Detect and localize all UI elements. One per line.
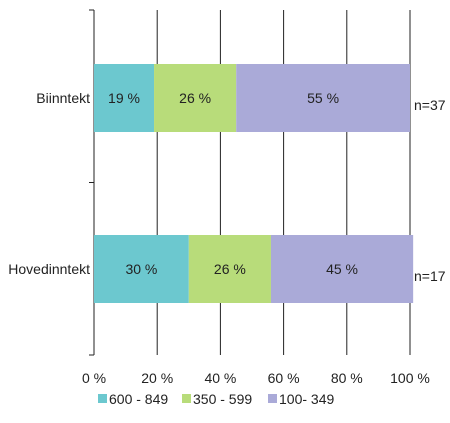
data-label: 26 % <box>214 261 246 277</box>
bars: 19 % 26 % 55 % 30 % 26 % 45 % <box>94 64 414 303</box>
category-label: Hovedinntekt <box>8 261 90 277</box>
sample-size-labels: n=37 n=17 <box>414 97 446 284</box>
data-label: 26 % <box>179 90 211 106</box>
data-label: 19 % <box>108 90 140 106</box>
sample-size-label: n=37 <box>414 97 446 113</box>
x-tick-label: 20 % <box>141 370 173 386</box>
bar-segment <box>270 235 414 303</box>
category-label: Biinntekt <box>36 90 90 106</box>
bar-segment <box>154 64 237 132</box>
x-tick-labels: 0 % 20 % 40 % 60 % 80 % 100 % <box>82 370 430 386</box>
bar-segment <box>188 235 271 303</box>
x-tick-label: 100 % <box>390 370 430 386</box>
x-tick-label: 60 % <box>268 370 300 386</box>
gridlines <box>156 10 411 355</box>
data-label: 55 % <box>307 90 339 106</box>
legend-swatch <box>98 394 107 403</box>
x-tick-label: 80 % <box>331 370 363 386</box>
x-tick-label: 40 % <box>204 370 236 386</box>
axes <box>89 9 95 356</box>
bar-segment <box>236 64 410 132</box>
legend-label: 350 - 599 <box>193 391 252 407</box>
bar-segment <box>94 64 155 132</box>
legend-label: 100- 349 <box>279 391 334 407</box>
legend-swatch <box>182 394 191 403</box>
bar-segment <box>94 235 189 303</box>
legend-swatch <box>268 394 277 403</box>
sample-size-label: n=17 <box>414 268 446 284</box>
legend-label: 600 - 849 <box>109 391 168 407</box>
data-label: 30 % <box>125 261 157 277</box>
legend: 600 - 849 350 - 599 100- 349 <box>98 391 334 407</box>
x-tick-label: 0 % <box>82 370 106 386</box>
data-label: 45 % <box>326 261 358 277</box>
category-labels: Biinntekt Hovedinntekt <box>8 90 90 277</box>
